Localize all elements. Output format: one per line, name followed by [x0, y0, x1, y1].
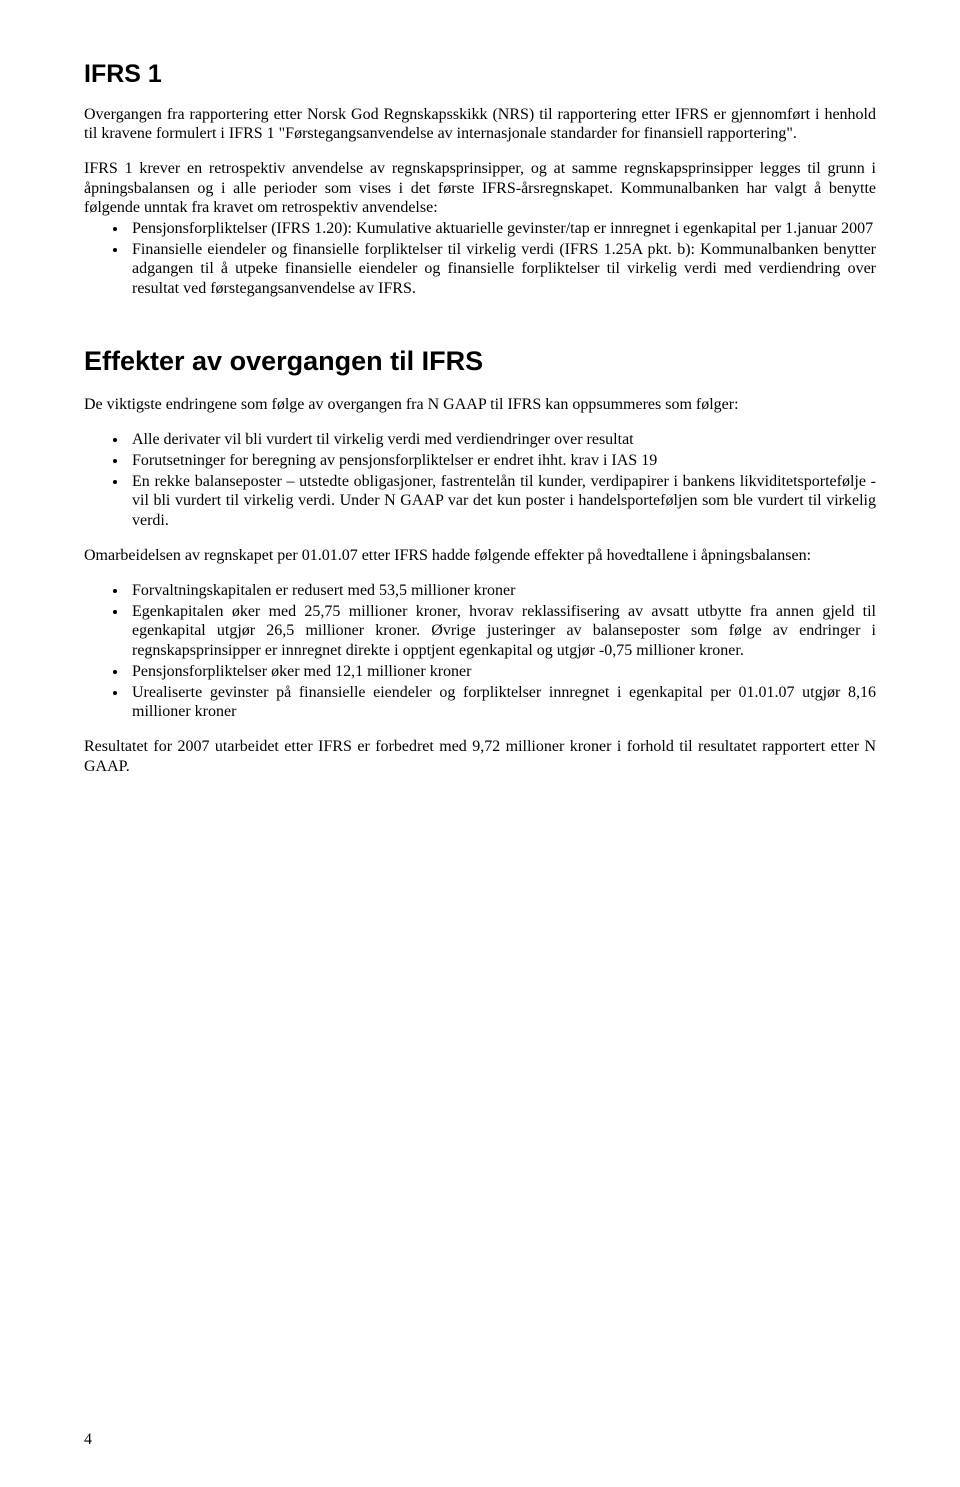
bullet-list: Alle derivater vil bli vurdert til virke… — [84, 430, 876, 530]
list-item: Forvaltningskapitalen er redusert med 53… — [128, 581, 876, 600]
paragraph: De viktigste endringene som følge av ove… — [84, 395, 876, 414]
paragraph: IFRS 1 krever en retrospektiv anvendelse… — [84, 159, 876, 217]
document-page: IFRS 1 Overgangen fra rapportering etter… — [0, 0, 960, 1487]
list-item: Egenkapitalen øker med 25,75 millioner k… — [128, 602, 876, 660]
paragraph: Resultatet for 2007 utarbeidet etter IFR… — [84, 737, 876, 775]
list-item: Forutsetninger for beregning av pensjons… — [128, 451, 876, 470]
list-item: Alle derivater vil bli vurdert til virke… — [128, 430, 876, 449]
list-item: Pensjonsforpliktelser øker med 12,1 mill… — [128, 662, 876, 681]
heading-ifrs1: IFRS 1 — [84, 60, 876, 89]
list-item: Finansielle eiendeler og finansielle for… — [128, 240, 876, 298]
paragraph: Omarbeidelsen av regnskapet per 01.01.07… — [84, 546, 876, 565]
list-item: Pensjonsforpliktelser (IFRS 1.20): Kumul… — [128, 219, 876, 238]
page-number: 4 — [84, 1431, 92, 1449]
paragraph: Overgangen fra rapportering etter Norsk … — [84, 105, 876, 143]
list-item: En rekke balanseposter – utstedte obliga… — [128, 472, 876, 530]
bullet-list: Forvaltningskapitalen er redusert med 53… — [84, 581, 876, 721]
list-item: Urealiserte gevinster på finansielle eie… — [128, 683, 876, 721]
heading-effekter: Effekter av overgangen til IFRS — [84, 346, 876, 377]
bullet-list: Pensjonsforpliktelser (IFRS 1.20): Kumul… — [84, 219, 876, 298]
